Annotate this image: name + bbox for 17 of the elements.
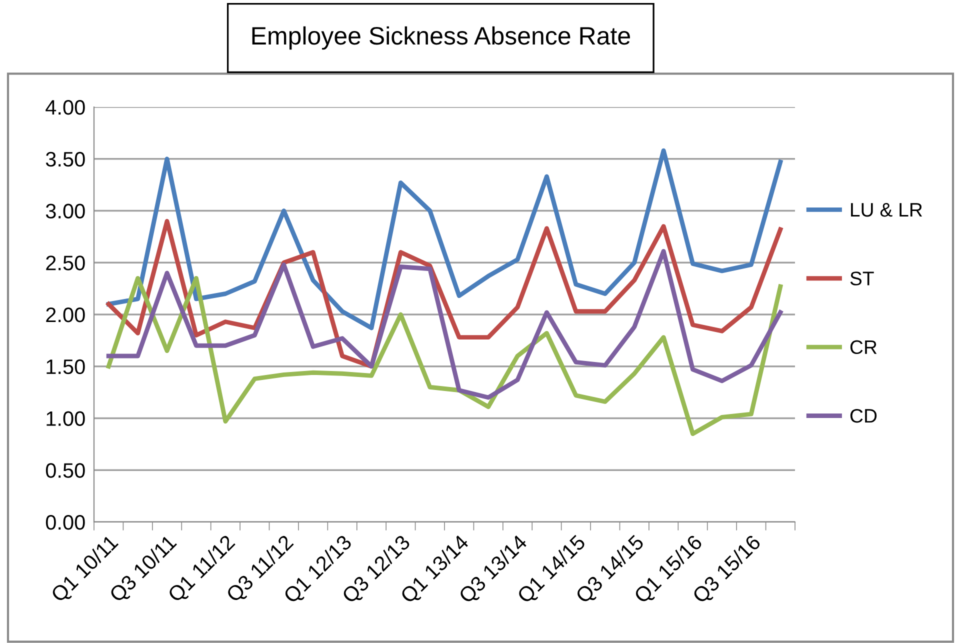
line-series — [106, 148, 783, 330]
line-series — [106, 248, 783, 400]
legend-label: CD — [850, 408, 877, 423]
legend-label: CR — [850, 340, 877, 354]
y-tick-label: 3.00 — [46, 204, 85, 219]
y-tick-label: 2.50 — [46, 256, 85, 270]
y-tick-label: 0.50 — [46, 463, 85, 478]
y-tick-label: 3.50 — [46, 152, 85, 167]
y-tick-label: 0.00 — [46, 515, 85, 530]
y-tick-label: 1.00 — [46, 411, 85, 426]
y-tick-label: 1.50 — [46, 359, 85, 374]
line-series — [106, 276, 783, 436]
chart-title: Employee Sickness Absence Rate — [252, 26, 630, 50]
legend-label: LU & LR — [851, 203, 922, 217]
y-tick-label: 4.00 — [46, 100, 85, 115]
y-tick-label: 2.00 — [46, 308, 85, 322]
legend-label: ST — [850, 272, 874, 286]
